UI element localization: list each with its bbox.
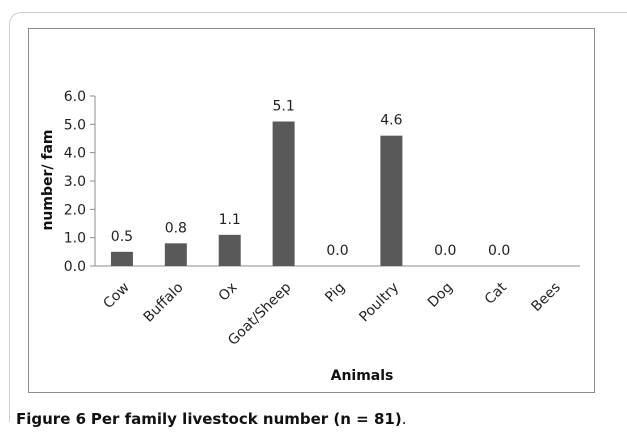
- bar-cow: [110, 251, 133, 266]
- data-label: 4.6: [380, 113, 402, 129]
- data-label: 0.0: [488, 243, 510, 259]
- data-label: 0.0: [434, 243, 456, 259]
- bar-ox: [218, 234, 241, 266]
- x-tick-label: Cow: [100, 280, 132, 312]
- data-label: 0.5: [111, 229, 133, 245]
- y-axis-title: number/ fam: [40, 129, 56, 230]
- x-tick-label: Buffalo: [141, 280, 187, 326]
- x-tick-label: Pig: [322, 280, 348, 306]
- data-label: 5.1: [272, 99, 294, 115]
- y-tick-label: 1.0: [64, 231, 86, 247]
- figure-frame: [9, 12, 627, 422]
- x-tick-label: Ox: [216, 280, 241, 305]
- y-tick-label: 0.0: [64, 259, 86, 275]
- figure-label: Figure 6: [16, 410, 87, 428]
- y-tick-label: 6.0: [64, 89, 86, 105]
- bar-chart: number/ fam Animals 0.0 1.0 2.0 3.0 4.0 5.0 6.…: [40, 89, 580, 384]
- bar-buffalo: [164, 243, 187, 266]
- x-tick-label: Dog: [425, 280, 456, 311]
- y-tick-label: 2.0: [64, 202, 86, 218]
- figure-caption: Figure 6 Per family livestock number (n …: [16, 410, 406, 428]
- bar-goat-sheep: [272, 121, 295, 266]
- y-tick-label: 5.0: [64, 117, 86, 133]
- x-axis-title: Animals: [331, 368, 394, 384]
- data-label: 0.8: [165, 220, 187, 236]
- data-label: 0.0: [326, 243, 348, 259]
- caption-period: .: [401, 410, 407, 428]
- figure-title: Per family livestock number (n = 81): [90, 410, 402, 428]
- y-tick-label: 4.0: [64, 146, 86, 162]
- data-label: 1.1: [219, 212, 241, 228]
- bar-poultry: [380, 135, 403, 266]
- x-tick-label: Cat: [482, 279, 511, 308]
- x-tick-label: Poultry: [356, 280, 402, 326]
- chart-area: [28, 28, 595, 393]
- y-tick-label: 3.0: [64, 174, 86, 190]
- x-tick-label: Bees: [528, 280, 563, 315]
